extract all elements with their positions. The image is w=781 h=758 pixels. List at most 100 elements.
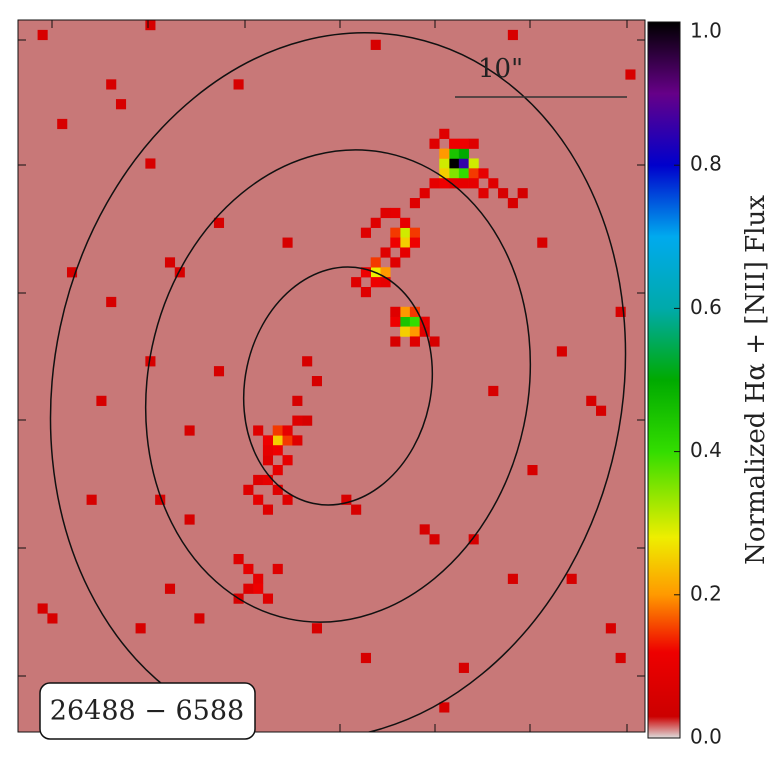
pixel [459,178,469,188]
pixel [371,257,381,267]
pixel [263,435,273,445]
pixel [273,465,283,475]
pixel [253,574,263,584]
pixel [606,623,616,633]
pixel [410,327,420,337]
pixel [380,277,390,287]
pixel [390,317,400,327]
pixel [616,653,626,663]
pixel [371,277,381,287]
pixel [234,554,244,564]
pixel [302,416,312,426]
pixel [459,168,469,178]
pixel [361,653,371,663]
pixel [478,188,488,198]
pixel [106,79,116,89]
pixel [263,594,273,604]
pixel [371,218,381,228]
pixel [47,613,57,623]
pixel [508,30,518,40]
pixel [400,327,410,337]
pixel [469,168,479,178]
pixel [469,178,479,188]
pixel [459,149,469,159]
pixel [449,158,459,168]
pixel [390,336,400,346]
scale-label: 10" [478,54,523,84]
pixel [390,307,400,317]
pixel [390,257,400,267]
image-background [18,20,645,732]
pixel [459,139,469,149]
pixel [429,139,439,149]
colorbar-tick-label: 0.2 [690,581,722,605]
pixel [292,416,302,426]
pixel [253,425,263,435]
pixel [420,188,430,198]
colorbar-tick-label: 1.0 [690,19,722,43]
pixel [400,247,410,257]
pixel [429,534,439,544]
colorbar-tick-label: 0.8 [690,152,722,176]
pixel [371,40,381,50]
pixel [165,257,175,267]
pixel [518,188,528,198]
pixel [273,564,283,574]
pixel [380,208,390,218]
pixel [253,495,263,505]
pixel [420,524,430,534]
pixel [390,208,400,218]
pixel [165,584,175,594]
pixel [439,702,449,712]
pixel [361,228,371,238]
pixel [488,386,498,396]
pixel [253,475,263,485]
pixel [116,99,126,109]
pixel [449,139,459,149]
pixel [390,228,400,238]
pixel [283,455,293,465]
pixel [567,574,577,584]
pixel [263,445,273,455]
pixel [361,287,371,297]
pixel [87,495,97,505]
pixel [400,317,410,327]
pixel [292,435,302,445]
pixel [625,69,635,79]
pixel [302,356,312,366]
pixel [96,396,106,406]
pixel [508,198,518,208]
pixel [312,376,322,386]
colorbar [648,22,680,738]
pixel [38,30,48,40]
pixel [596,406,606,416]
pixel [351,505,361,515]
pixel [145,158,155,168]
pixel [253,584,263,594]
pixel [557,346,567,356]
pixel [537,238,547,248]
colorbar-tick-label: 0.6 [690,295,722,319]
pixel [283,435,293,445]
pixel [478,168,488,178]
pixel [469,139,479,149]
pixel [263,475,273,485]
pixel [273,435,283,445]
pixel [351,277,361,287]
pixel [449,149,459,159]
pixel [439,158,449,168]
pixel [185,425,195,435]
pixel [508,574,518,584]
pixel [312,623,322,633]
pixel [400,238,410,248]
figure: 10" 26488 − 6588 0.00.20.40.60.81.0 Norm… [0,0,781,758]
pixel [498,188,508,198]
pixel [263,455,273,465]
pixel [283,495,293,505]
pixel [283,238,293,248]
pixel [283,425,293,435]
pixel [273,425,283,435]
pixel [243,584,253,594]
pixel [380,247,390,257]
pixel [439,168,449,178]
